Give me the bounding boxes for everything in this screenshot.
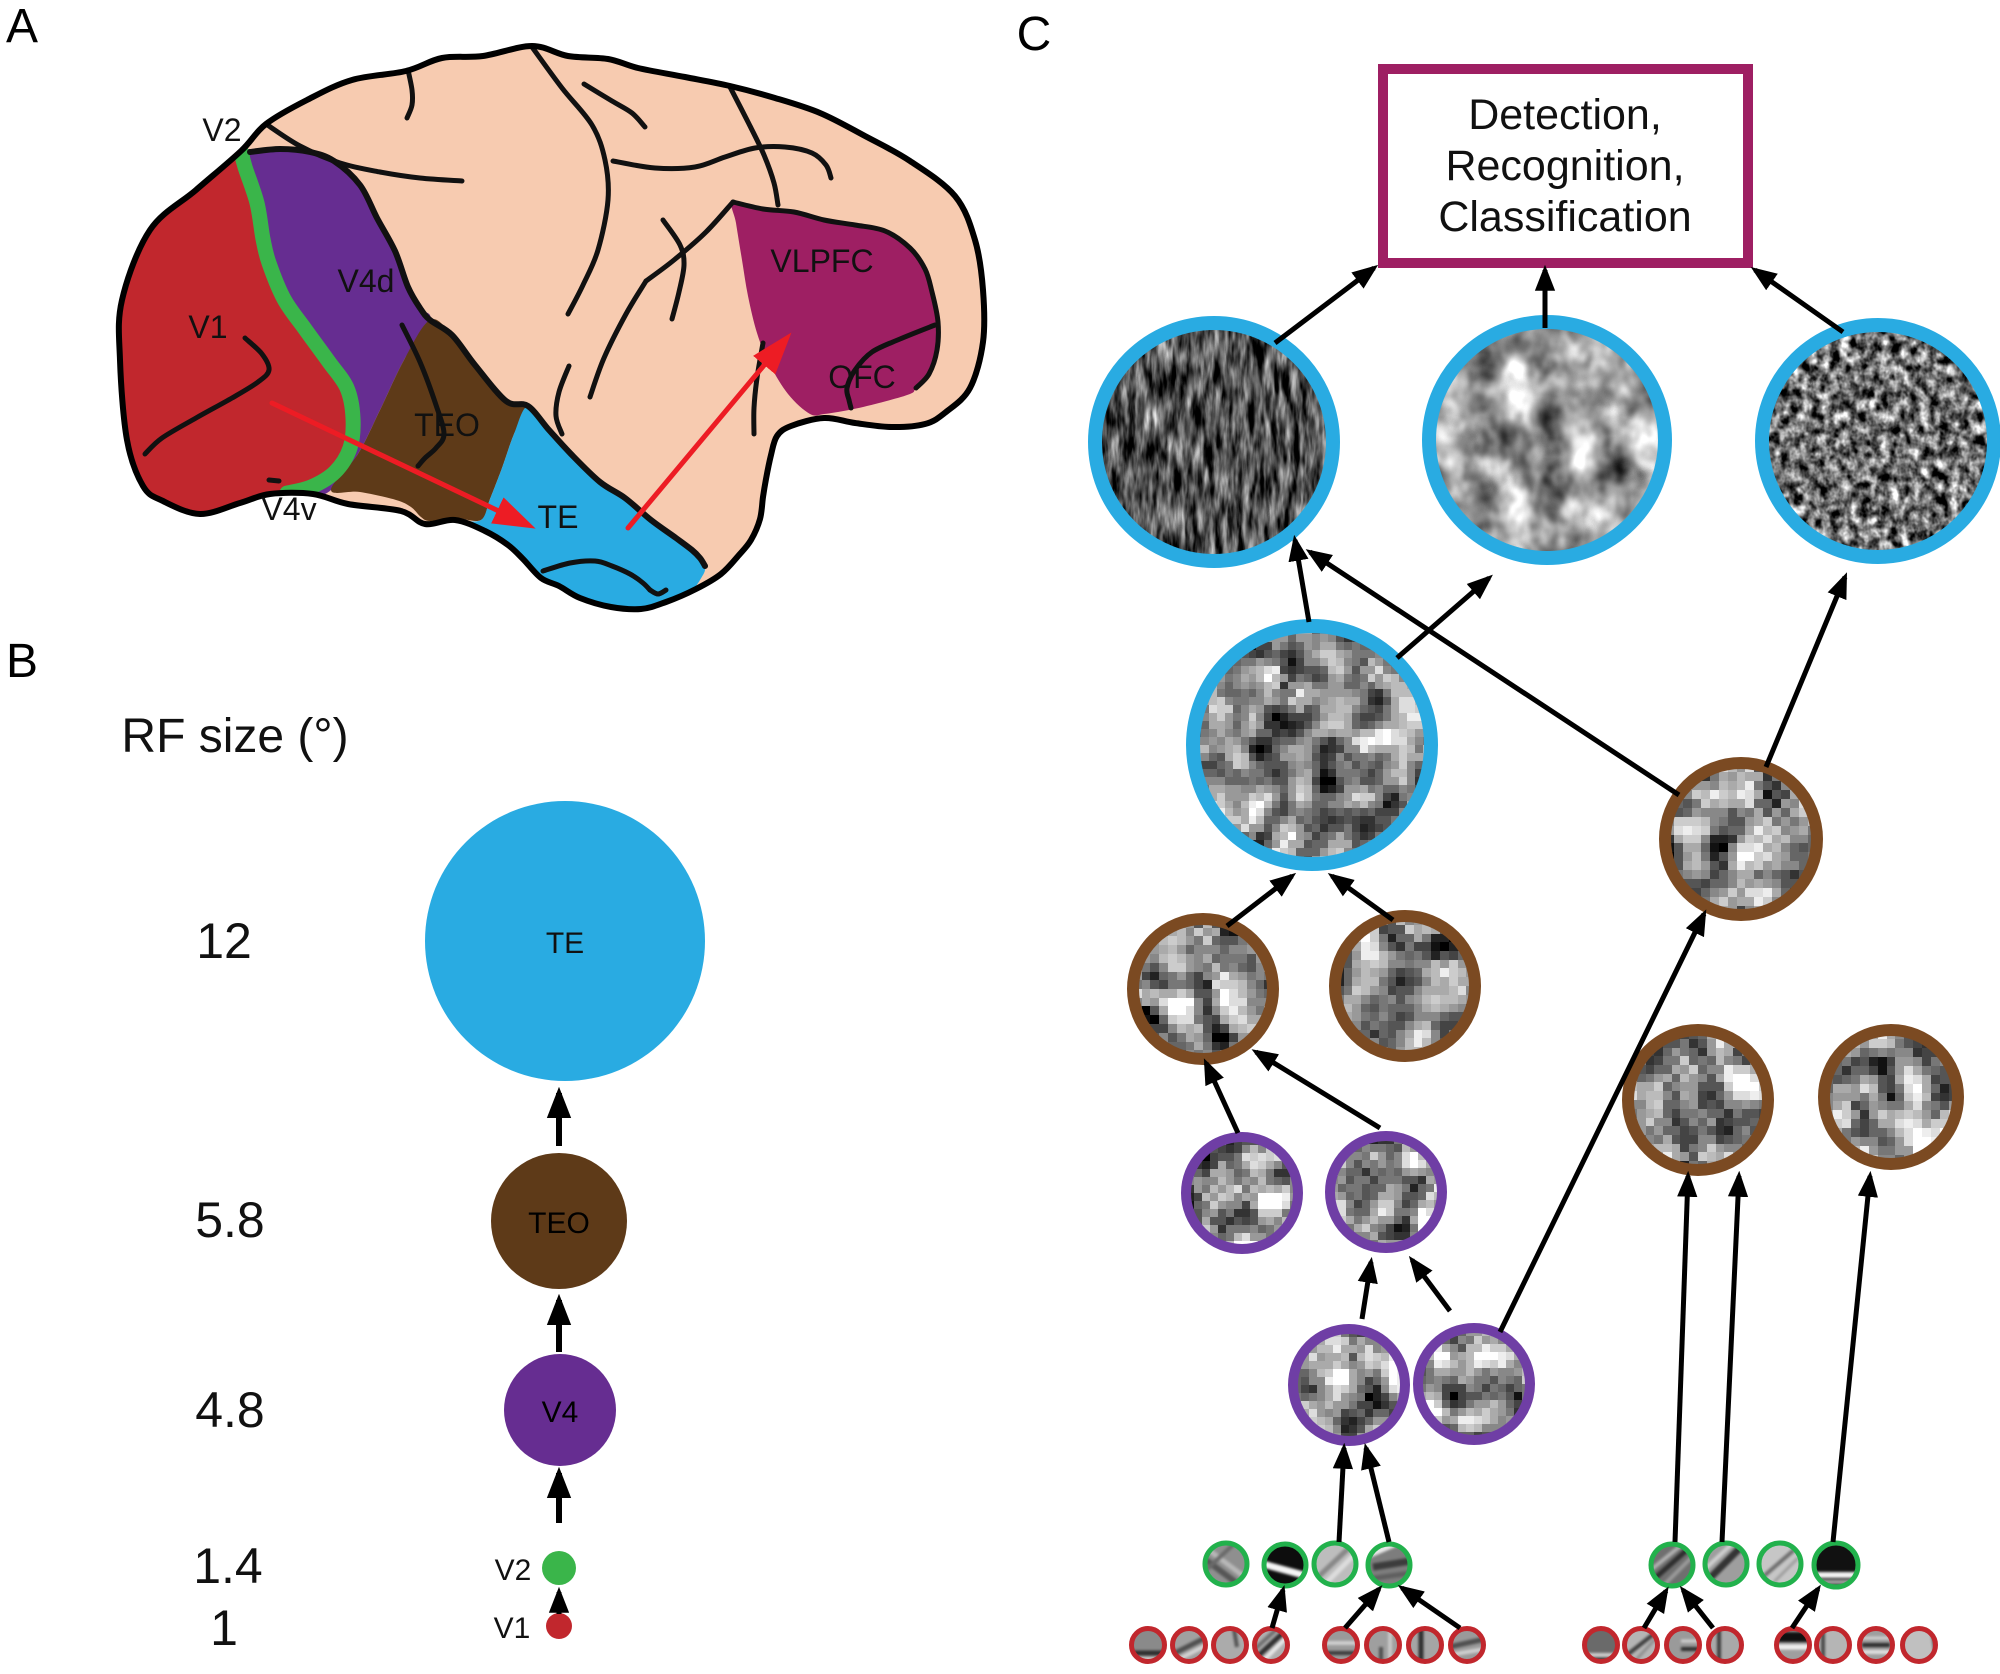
svg-text:4.8: 4.8 (195, 1382, 265, 1438)
svg-text:V1: V1 (188, 309, 227, 345)
svg-text:Classification: Classification (1438, 193, 1691, 241)
svg-text:A: A (6, 0, 38, 53)
svg-text:VLPFC: VLPFC (770, 243, 873, 279)
svg-text:B: B (6, 635, 38, 688)
svg-text:V1: V1 (494, 1612, 531, 1645)
svg-text:TE: TE (538, 499, 579, 535)
svg-text:V4: V4 (542, 1396, 579, 1429)
svg-text:V2: V2 (495, 1554, 532, 1587)
svg-text:12: 12 (196, 913, 252, 969)
svg-text:1.4: 1.4 (193, 1538, 263, 1594)
svg-text:Detection,: Detection, (1468, 91, 1662, 139)
svg-text:1: 1 (210, 1600, 238, 1656)
svg-text:Recognition,: Recognition, (1445, 142, 1684, 190)
svg-text:V4d: V4d (338, 263, 395, 299)
svg-text:RF size (°): RF size (°) (121, 710, 348, 763)
svg-text:TE: TE (546, 927, 584, 960)
svg-text:TEO: TEO (414, 407, 480, 443)
svg-text:C: C (1017, 8, 1052, 61)
svg-text:V2: V2 (202, 112, 241, 148)
svg-text:OFC: OFC (828, 359, 896, 395)
svg-text:TEO: TEO (528, 1207, 590, 1240)
svg-text:5.8: 5.8 (195, 1192, 265, 1248)
svg-text:V4v: V4v (261, 491, 316, 527)
